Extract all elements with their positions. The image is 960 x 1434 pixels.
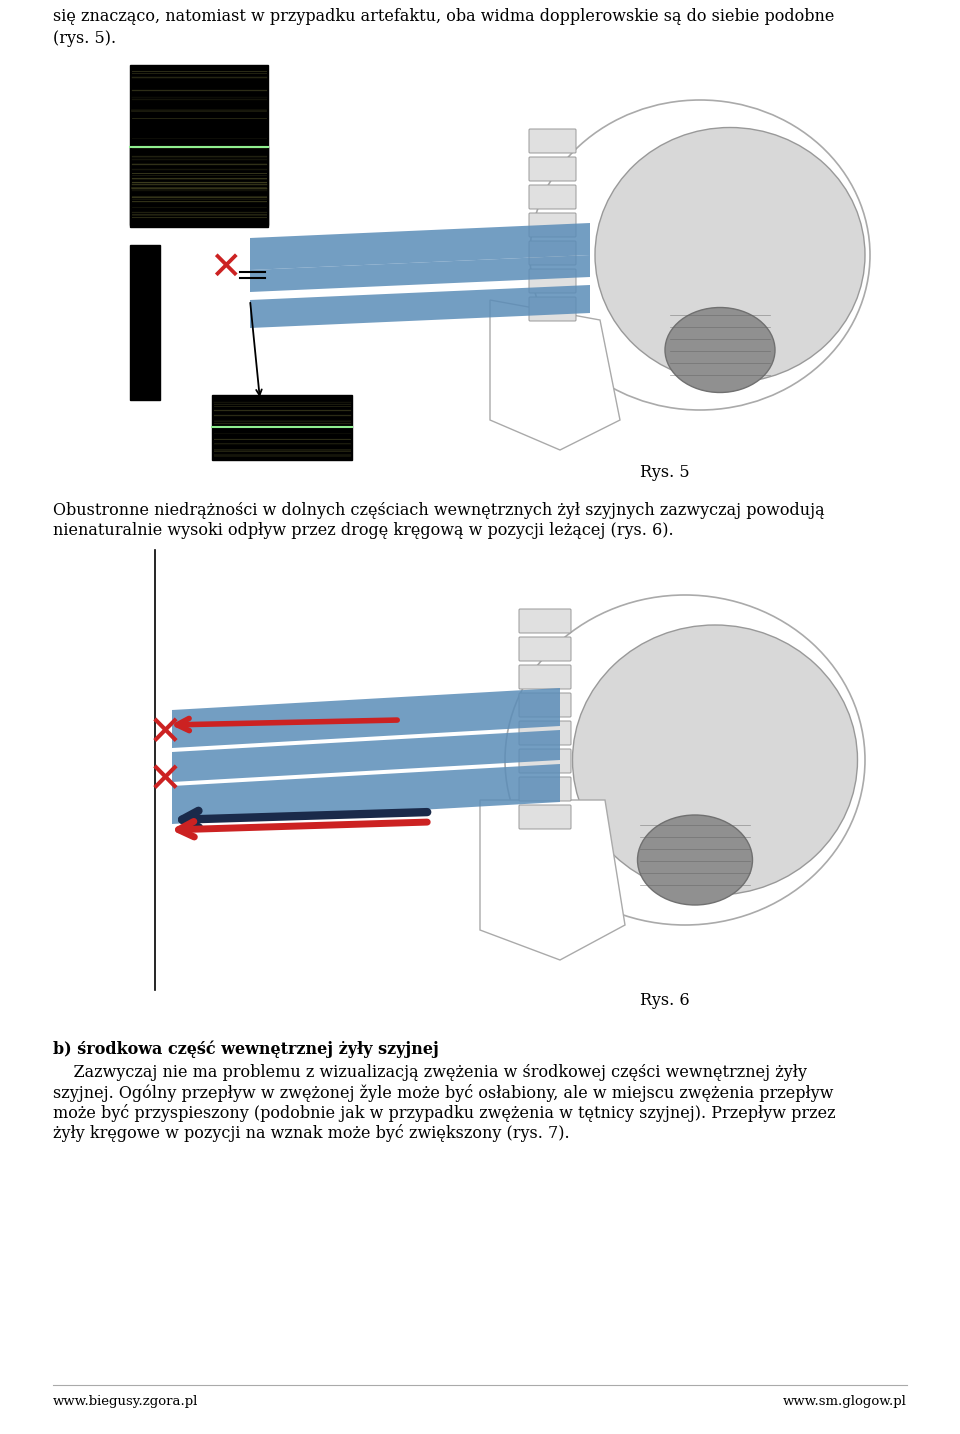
Text: się znacząco, natomiast w przypadku artefaktu, oba widma dopplerowskie są do sie: się znacząco, natomiast w przypadku arte… [53, 9, 834, 24]
FancyBboxPatch shape [529, 156, 576, 181]
Polygon shape [250, 224, 590, 270]
Ellipse shape [505, 595, 865, 925]
Text: Rys. 6: Rys. 6 [640, 992, 689, 1010]
Text: ✕: ✕ [148, 759, 182, 802]
Text: ✕: ✕ [148, 713, 182, 754]
Polygon shape [172, 764, 560, 825]
Ellipse shape [572, 625, 857, 895]
FancyBboxPatch shape [519, 804, 571, 829]
Ellipse shape [595, 128, 865, 383]
Text: szyjnej. Ogólny przepływ w zwężonej žyle może być osłabiony, ale w miejscu zwęże: szyjnej. Ogólny przepływ w zwężonej žyle… [53, 1084, 833, 1101]
Text: b) środkowa część wewnętrznej żyły szyjnej: b) środkowa część wewnętrznej żyły szyjn… [53, 1040, 439, 1057]
Polygon shape [172, 688, 560, 749]
Polygon shape [250, 255, 590, 293]
FancyBboxPatch shape [519, 777, 571, 802]
Text: może być przyspieszony (podobnie jak w przypadku zwężenia w tętnicy szyjnej). Pr: może być przyspieszony (podobnie jak w p… [53, 1104, 835, 1121]
FancyBboxPatch shape [529, 297, 576, 321]
FancyBboxPatch shape [519, 609, 571, 632]
FancyBboxPatch shape [529, 270, 576, 293]
Text: Obustronne niedrążności w dolnych częściach wewnętrznych żył szyjnych zazwyczaj : Obustronne niedrążności w dolnych części… [53, 502, 825, 519]
Polygon shape [172, 730, 560, 782]
FancyBboxPatch shape [529, 129, 576, 153]
FancyBboxPatch shape [519, 665, 571, 688]
FancyBboxPatch shape [519, 721, 571, 746]
Text: nienaturalnie wysoki odpływ przez drogę kręgową w pozycji leżącej (rys. 6).: nienaturalnie wysoki odpływ przez drogę … [53, 522, 674, 539]
FancyBboxPatch shape [212, 394, 352, 460]
FancyBboxPatch shape [519, 637, 571, 661]
FancyBboxPatch shape [130, 245, 160, 400]
Ellipse shape [665, 307, 775, 393]
Text: www.biegusy.zgora.pl: www.biegusy.zgora.pl [53, 1395, 199, 1408]
Text: www.sm.glogow.pl: www.sm.glogow.pl [783, 1395, 907, 1408]
Text: ✕: ✕ [208, 250, 241, 287]
FancyBboxPatch shape [519, 693, 571, 717]
FancyBboxPatch shape [130, 65, 268, 225]
Ellipse shape [637, 815, 753, 905]
Polygon shape [490, 300, 620, 450]
FancyBboxPatch shape [529, 241, 576, 265]
Text: (rys. 5).: (rys. 5). [53, 30, 116, 47]
Text: Rys. 5: Rys. 5 [640, 465, 689, 480]
Ellipse shape [530, 100, 870, 410]
FancyBboxPatch shape [130, 148, 268, 227]
FancyBboxPatch shape [519, 749, 571, 773]
Polygon shape [480, 800, 625, 959]
Polygon shape [250, 285, 590, 328]
FancyBboxPatch shape [529, 214, 576, 237]
Text: Zazwyczaj nie ma problemu z wizualizacją zwężenia w środkowej części wewnętrznej: Zazwyczaj nie ma problemu z wizualizacją… [53, 1064, 807, 1081]
FancyBboxPatch shape [529, 185, 576, 209]
Text: żyły kręgowe w pozycji na wznak może być zwiększony (rys. 7).: żyły kręgowe w pozycji na wznak może być… [53, 1124, 569, 1141]
